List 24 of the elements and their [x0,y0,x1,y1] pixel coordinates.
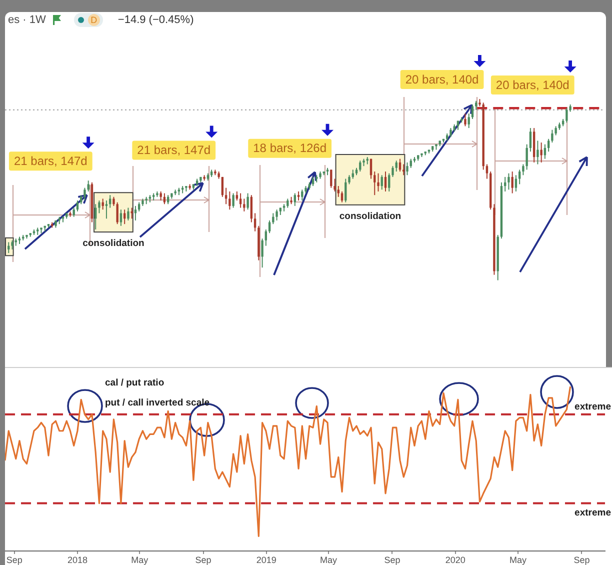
x-tick-label: Sep [384,554,400,565]
annotation: 20 bars, 140d [405,72,479,86]
x-tick-label: 2019 [256,554,276,565]
chart-subtitle: −14.9 (−0.45%) [118,14,194,26]
band-label: consolidation [339,210,402,222]
x-tick-label: May [320,554,338,565]
annotation: put / call inverted scale [105,398,210,409]
x-tick-label: Sep [195,554,212,565]
status-pill: D [74,13,103,27]
annotation: 20 bars, 140d [496,78,570,92]
annotation: cal / put ratio [105,378,164,389]
annotation: 21 bars, 147d [14,154,88,168]
annotation: 18 bars, 126d [253,141,327,156]
annotation: 21 bars, 147d [137,143,211,158]
band-label: consolidation [82,238,145,250]
chart-title: es · 1W [8,14,46,26]
x-tick-label: Sep [574,554,590,565]
ref-line-label: extreme [574,508,611,519]
ref-line-label: extreme [574,401,611,412]
x-tick-label: 2020 [445,554,466,565]
x-tick-label: Sep [6,554,22,565]
x-tick-label: 2018 [67,554,88,565]
x-tick-label: May [131,554,149,565]
x-tick-label: May [510,554,528,565]
